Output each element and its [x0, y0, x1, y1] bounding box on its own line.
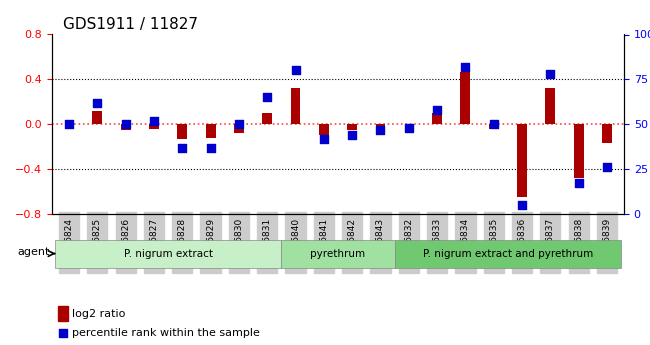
Bar	[574, 124, 584, 178]
Bar	[376, 124, 385, 126]
Point	[404, 125, 414, 130]
Bar	[347, 124, 357, 130]
Text: GDS1911 / 11827: GDS1911 / 11827	[64, 17, 198, 32]
Bar	[177, 124, 187, 139]
Text: log2 ratio: log2 ratio	[72, 309, 125, 319]
Text: P. nigrum extract and pyrethrum: P. nigrum extract and pyrethrum	[422, 249, 593, 258]
Point	[347, 132, 358, 138]
Point	[318, 136, 329, 141]
Point	[375, 127, 385, 132]
Point	[291, 68, 301, 73]
Bar	[517, 124, 527, 197]
Point	[262, 95, 272, 100]
Point	[432, 107, 442, 112]
Point	[517, 202, 527, 208]
Text: percentile rank within the sample: percentile rank within the sample	[72, 328, 260, 338]
Bar	[545, 88, 555, 124]
Text: agent: agent	[18, 247, 49, 257]
Bar	[205, 124, 216, 138]
Point	[120, 121, 131, 127]
Bar	[489, 124, 499, 129]
Bar	[234, 124, 244, 133]
Point	[489, 121, 499, 127]
Bar	[319, 124, 329, 135]
FancyBboxPatch shape	[281, 239, 395, 268]
Point	[64, 121, 74, 127]
Bar	[262, 113, 272, 124]
FancyBboxPatch shape	[395, 239, 621, 268]
Point	[234, 121, 244, 127]
Point	[573, 181, 584, 186]
Point	[92, 100, 103, 106]
Text: P. nigrum extract: P. nigrum extract	[124, 249, 213, 258]
Point	[545, 71, 556, 77]
Bar	[602, 124, 612, 143]
Text: pyrethrum: pyrethrum	[311, 249, 365, 258]
Bar	[58, 306, 68, 321]
FancyBboxPatch shape	[55, 239, 281, 268]
Point	[602, 165, 612, 170]
Bar	[291, 88, 300, 124]
Bar	[121, 124, 131, 130]
Point	[460, 64, 471, 70]
Bar	[460, 71, 471, 124]
Bar	[149, 124, 159, 129]
Point	[149, 118, 159, 124]
Bar	[92, 111, 102, 124]
Point	[432, 243, 442, 248]
Point	[205, 145, 216, 150]
Point	[177, 145, 187, 150]
Bar	[432, 113, 442, 124]
